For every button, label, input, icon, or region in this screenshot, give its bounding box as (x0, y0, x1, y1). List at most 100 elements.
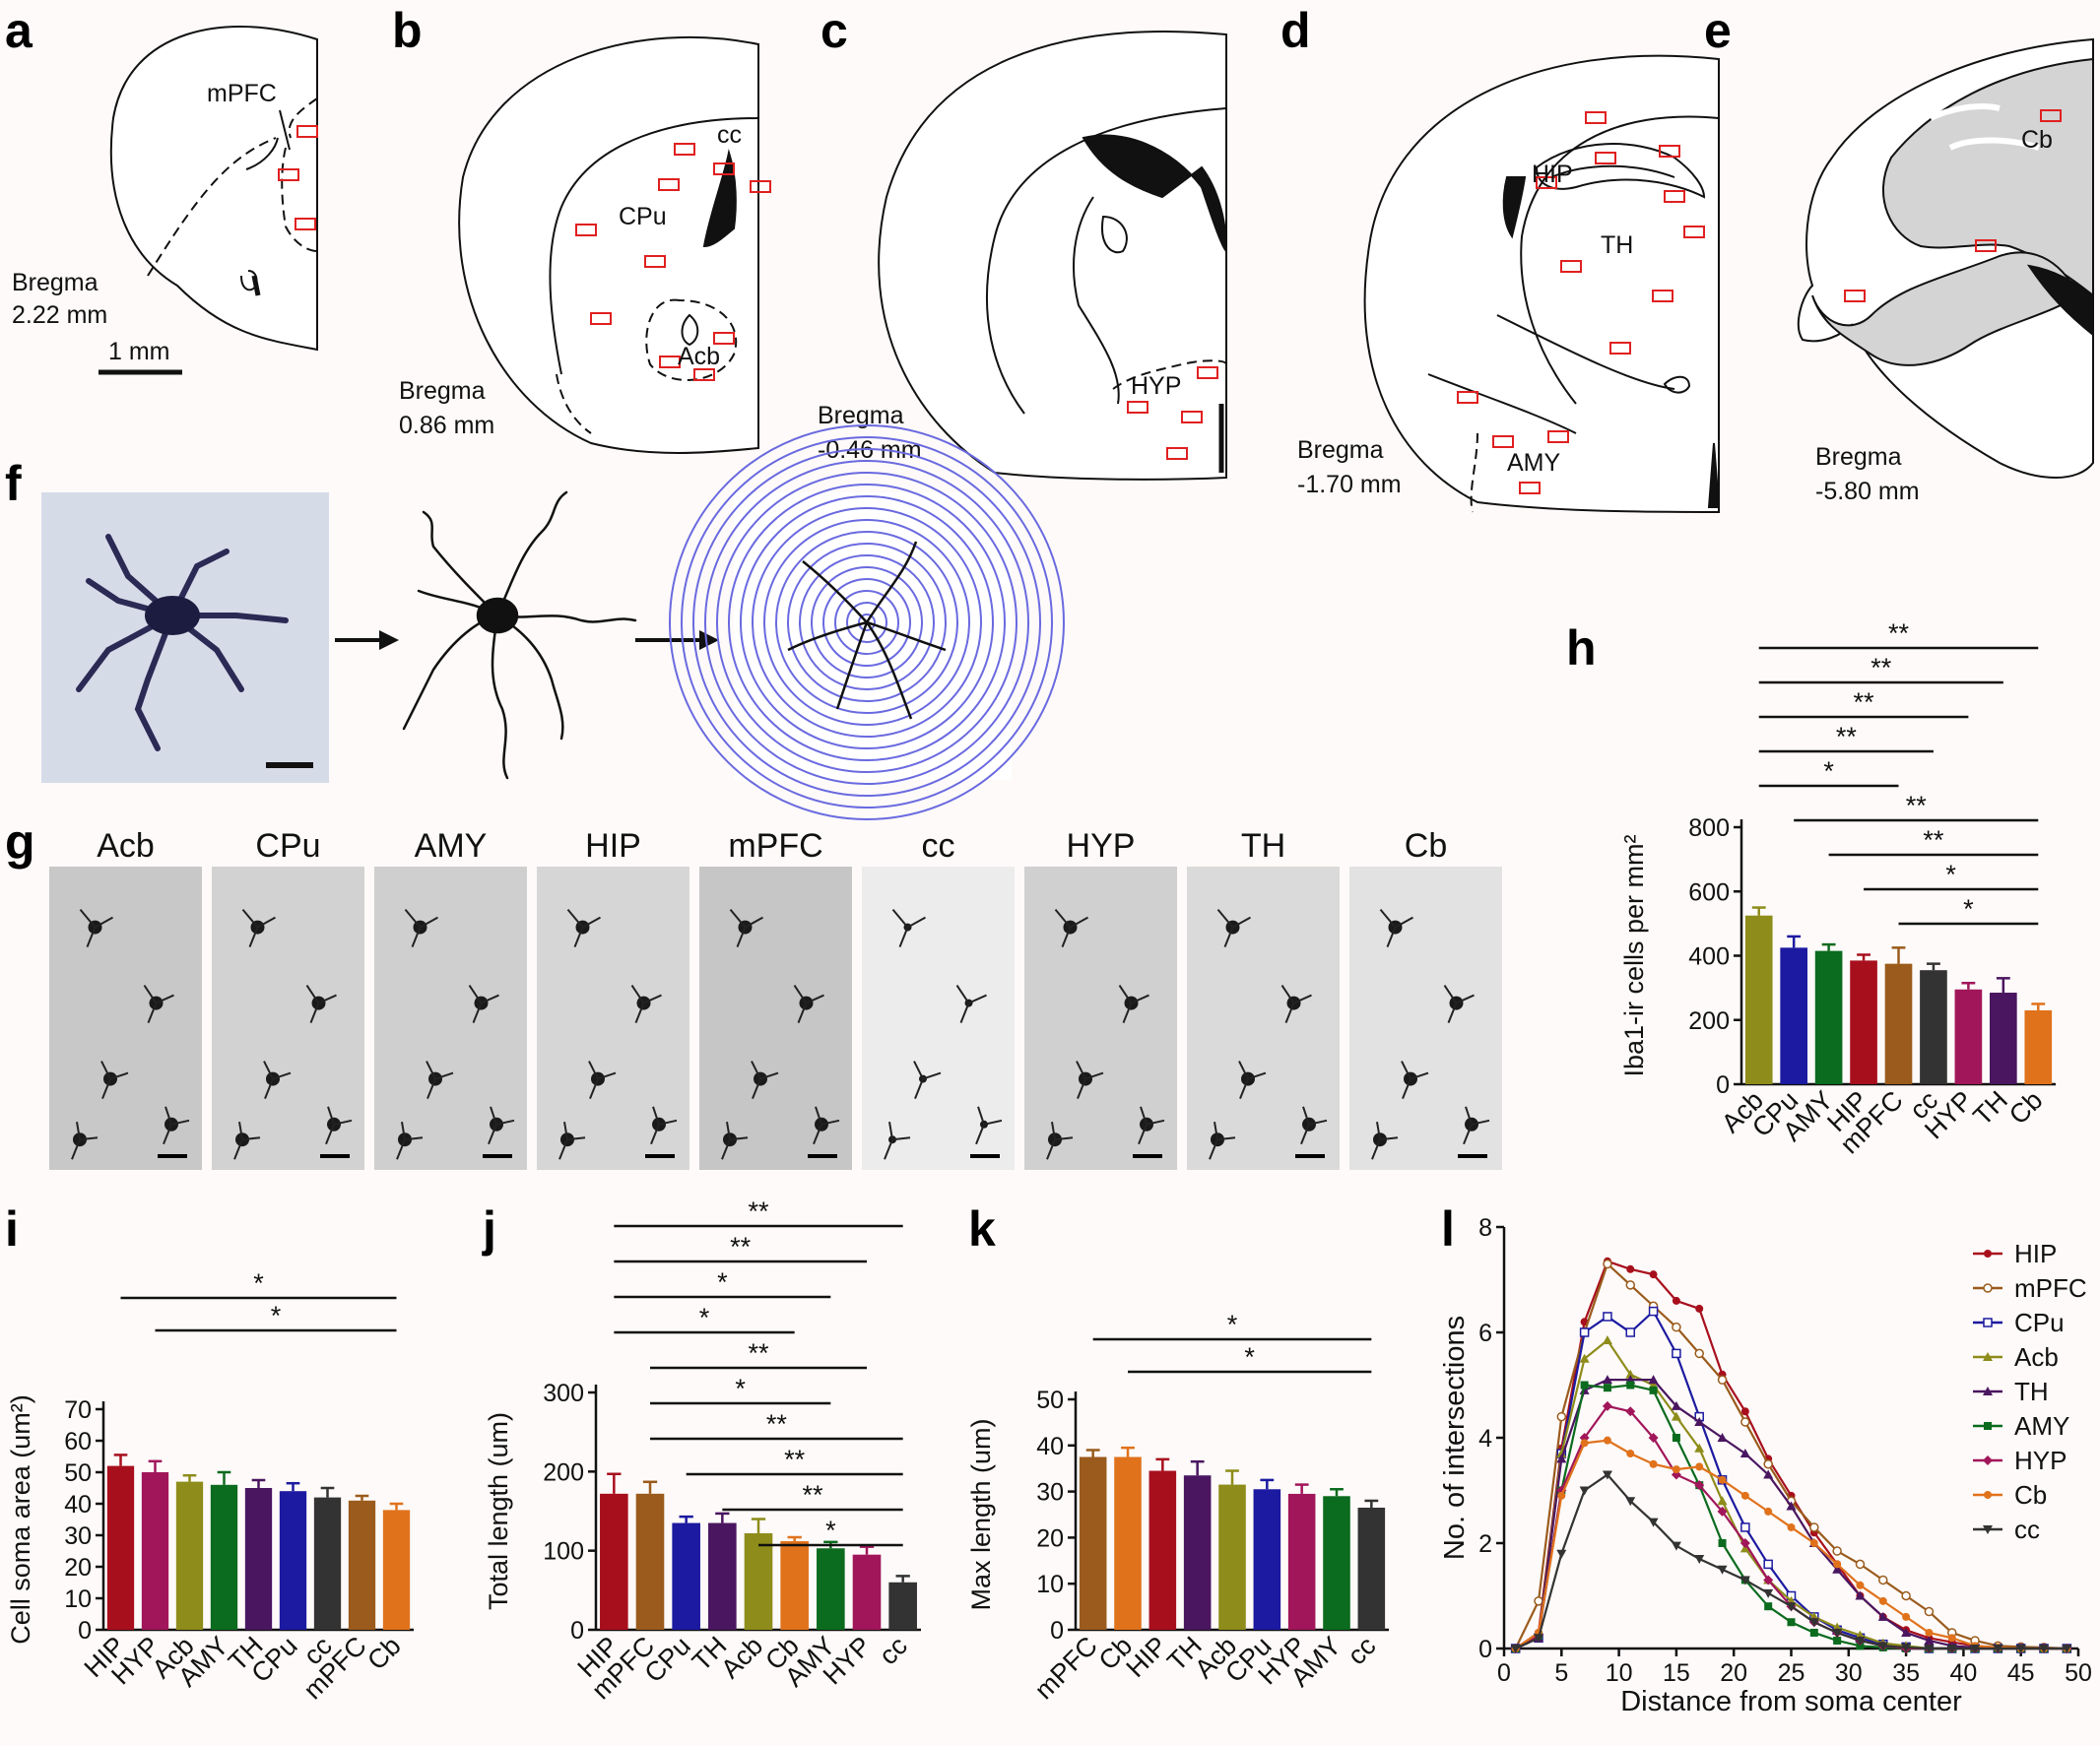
x-tick-label: 20 (1720, 1659, 1747, 1687)
data-point (1740, 1522, 1750, 1532)
y-tick-label: 4 (1478, 1425, 1492, 1453)
data-point (1809, 1539, 1818, 1547)
y-tick-label: 30 (1036, 1479, 1064, 1507)
y-tick-label: 0 (1050, 1617, 1064, 1645)
microglia-process (71, 1122, 98, 1160)
atlas-section-a (98, 26, 318, 375)
data-point (1983, 1283, 1993, 1293)
bar (244, 1488, 273, 1630)
data-point (1808, 1618, 1819, 1628)
data-point (2062, 1645, 2072, 1653)
data-point (1649, 1459, 1658, 1468)
significance-label: ** (1870, 653, 1892, 682)
x-tick-label: 25 (1778, 1659, 1805, 1687)
significance-label: * (271, 1301, 282, 1330)
y-tick-label: 0 (570, 1617, 584, 1645)
micrograph-tile (1187, 867, 1340, 1170)
sholl-ring (787, 543, 947, 702)
legend-label: HIP (2014, 1239, 2057, 1268)
bar (635, 1493, 665, 1630)
microglia-process (100, 1061, 129, 1099)
bar (210, 1484, 238, 1630)
data-point (1984, 1250, 1992, 1258)
bar (1920, 970, 1947, 1084)
legend-label: HYP (2014, 1446, 2067, 1475)
x-tick-label: Cb (2003, 1085, 2049, 1131)
bar (888, 1582, 917, 1630)
legend-label: Acb (2014, 1342, 2059, 1372)
significance-label: * (1244, 1342, 1255, 1372)
data-point (1983, 1352, 1993, 1361)
data-point (1602, 1375, 1612, 1385)
sholl-ring (846, 602, 887, 643)
micrograph-tile (862, 867, 1015, 1170)
x-tick-label: 40 (1949, 1659, 1977, 1687)
bar (175, 1481, 204, 1630)
microglia-process (913, 1061, 942, 1099)
significance-label: ** (1906, 791, 1928, 820)
significance-label: ** (730, 1232, 752, 1261)
data-point (1672, 1322, 1681, 1332)
micrograph-tile (49, 867, 202, 1170)
bar (1183, 1475, 1212, 1630)
data-point (1694, 1555, 1705, 1565)
y-tick-label: 6 (1478, 1320, 1492, 1347)
sholl-ring (716, 472, 1017, 773)
bar (106, 1465, 135, 1630)
microglia-process (891, 908, 926, 947)
data-point (1672, 1296, 1680, 1305)
atlas-d-region-th: TH (1601, 231, 1633, 259)
legend-label: Cb (2014, 1480, 2047, 1510)
atlas-d-region-amy: AMY (1507, 449, 1561, 477)
y-tick-label: 40 (64, 1491, 92, 1519)
microglia-process (558, 1122, 586, 1160)
data-point (1694, 1443, 1705, 1453)
y-tick-label: 70 (64, 1396, 92, 1424)
data-point (1694, 1480, 1705, 1491)
data-point (1695, 1304, 1704, 1313)
atlas-b-bregma-value: 0.86 mm (399, 412, 494, 439)
data-point (1878, 1596, 1887, 1605)
traced-microglia (402, 490, 637, 780)
microglia-process (426, 1061, 454, 1099)
x-tick-label: Acb (715, 1631, 768, 1684)
data-point (1855, 1636, 1866, 1646)
micrograph-tile (374, 867, 527, 1170)
significance-label: * (1963, 894, 1974, 924)
sholl-ring (740, 495, 994, 749)
bar (1114, 1456, 1142, 1630)
bar (313, 1497, 342, 1630)
data-point (1763, 1588, 1774, 1598)
significance-label: * (253, 1268, 264, 1298)
data-point (1855, 1559, 1866, 1570)
y-tick-label: 200 (1688, 1007, 1730, 1035)
data-point (1648, 1306, 1659, 1317)
x-tick-label: 10 (1606, 1659, 1633, 1687)
micrograph-label: cc (922, 827, 955, 865)
y-axis-label: Total length (um) (484, 1412, 513, 1610)
significance-label: * (825, 1516, 836, 1545)
significance-label: ** (1836, 722, 1858, 751)
data-point (1740, 1417, 1750, 1427)
significance-label: ** (1888, 618, 1910, 648)
microglia-process (721, 1122, 749, 1160)
data-point (1763, 1575, 1774, 1585)
microglia-process (1463, 1106, 1490, 1145)
micrograph-label: TH (1241, 827, 1285, 865)
data-point (1671, 1400, 1681, 1410)
data-point (2015, 1645, 2026, 1653)
data-point (1717, 1375, 1728, 1385)
y-tick-label: 800 (1688, 814, 1730, 842)
microglia-process (163, 1106, 190, 1145)
microglia-process (588, 1061, 617, 1099)
x-tick-label: cc (1342, 1631, 1381, 1670)
data-point (1786, 1602, 1797, 1612)
y-tick-label: 20 (64, 1554, 92, 1582)
atlas-b-region-cpu: CPu (619, 203, 667, 230)
data-point (1649, 1270, 1658, 1279)
data-point (1902, 1612, 1911, 1621)
data-point (1626, 1264, 1635, 1273)
data-point (1649, 1386, 1658, 1394)
series-cc (1510, 1470, 2072, 1653)
